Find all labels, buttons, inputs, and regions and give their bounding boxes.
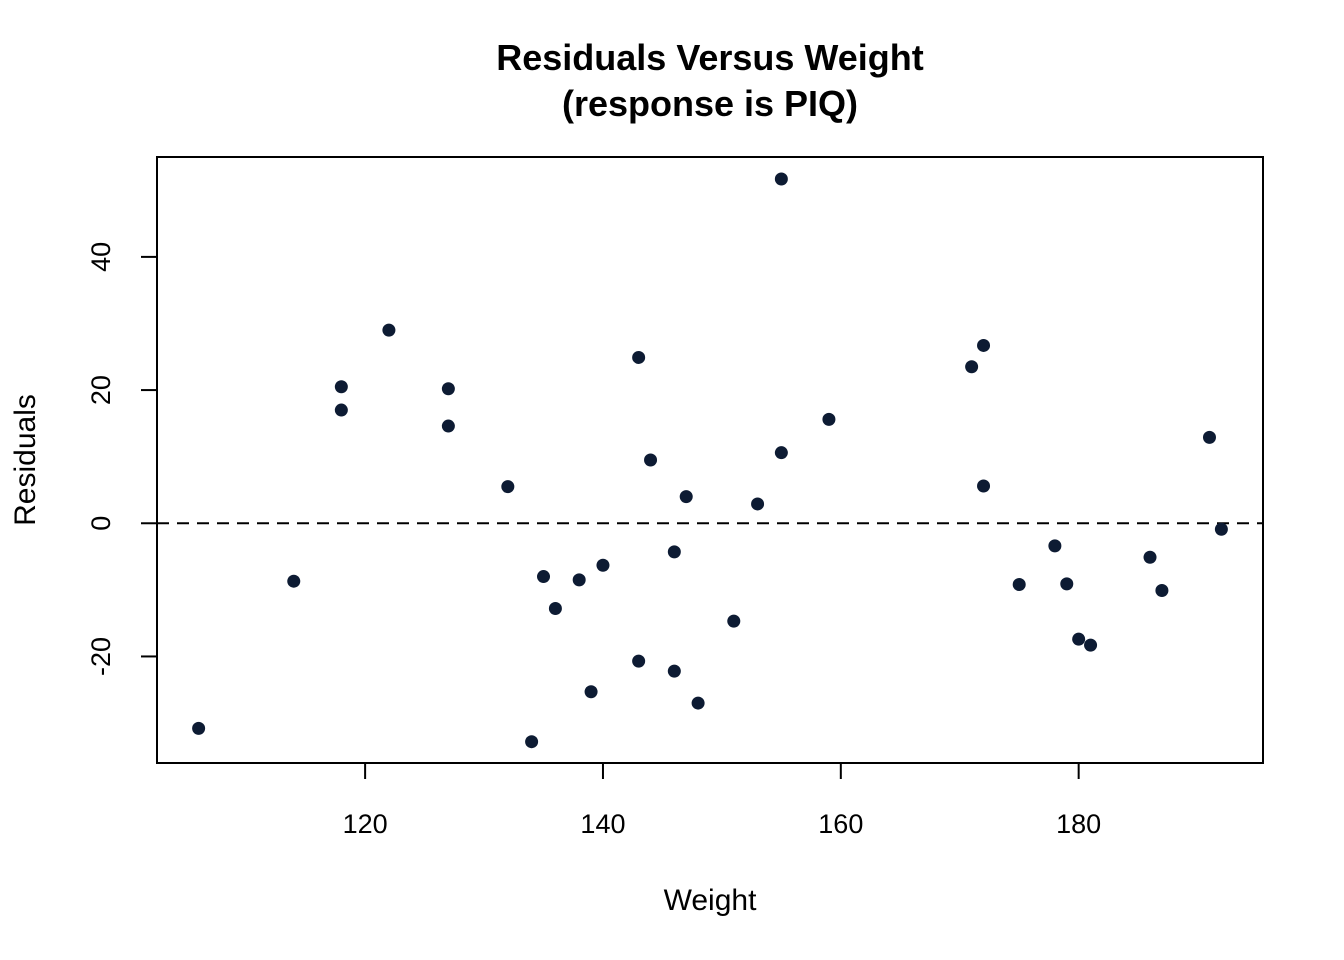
data-point <box>287 574 301 588</box>
data-point <box>1084 638 1098 652</box>
data-point <box>1202 430 1216 444</box>
chart-title: Residuals Versus Weight <box>496 37 923 78</box>
x-tick-label: 120 <box>343 809 388 839</box>
data-point <box>667 664 681 678</box>
data-point <box>965 360 979 374</box>
data-point <box>548 602 562 616</box>
data-point <box>1072 632 1086 646</box>
y-tick-label: 20 <box>86 375 116 405</box>
data-point <box>679 490 693 504</box>
x-tick-label: 160 <box>818 809 863 839</box>
data-point <box>691 696 705 710</box>
data-point <box>525 735 539 749</box>
x-axis-label: Weight <box>664 884 757 917</box>
y-tick-label: -20 <box>86 637 116 676</box>
data-point <box>977 479 991 493</box>
data-point <box>192 721 206 735</box>
data-point <box>632 654 646 668</box>
data-points <box>192 172 1228 749</box>
data-point <box>596 558 610 572</box>
data-point <box>774 172 788 186</box>
data-point <box>572 573 586 587</box>
data-point <box>441 382 455 396</box>
x-tick-label: 180 <box>1056 809 1101 839</box>
data-point <box>537 570 551 584</box>
data-point <box>1214 522 1228 536</box>
data-point <box>1048 539 1062 553</box>
data-point <box>1143 550 1157 564</box>
x-tick-label: 140 <box>580 809 625 839</box>
data-point <box>501 480 515 494</box>
data-point <box>667 545 681 559</box>
chart-subtitle: (response is PIQ) <box>562 83 858 124</box>
data-point <box>1012 578 1026 592</box>
data-point <box>644 453 658 467</box>
plot-frame <box>156 156 1264 764</box>
data-point <box>382 323 396 337</box>
y-axis: -20 0 20 40 <box>86 242 158 676</box>
data-point <box>774 446 788 460</box>
data-point <box>334 403 348 417</box>
data-point <box>441 419 455 433</box>
data-point <box>727 614 741 628</box>
data-point <box>751 497 765 511</box>
x-axis: 120 140 160 180 <box>343 762 1101 839</box>
data-point <box>822 412 836 426</box>
y-axis-label: Residuals <box>9 394 42 526</box>
y-tick-label: 40 <box>86 242 116 272</box>
data-point <box>977 338 991 352</box>
data-point <box>1155 584 1169 598</box>
data-point <box>632 350 646 364</box>
data-point <box>334 380 348 394</box>
data-point <box>584 685 598 699</box>
y-tick-label: 0 <box>86 516 116 531</box>
data-point <box>1060 577 1074 591</box>
